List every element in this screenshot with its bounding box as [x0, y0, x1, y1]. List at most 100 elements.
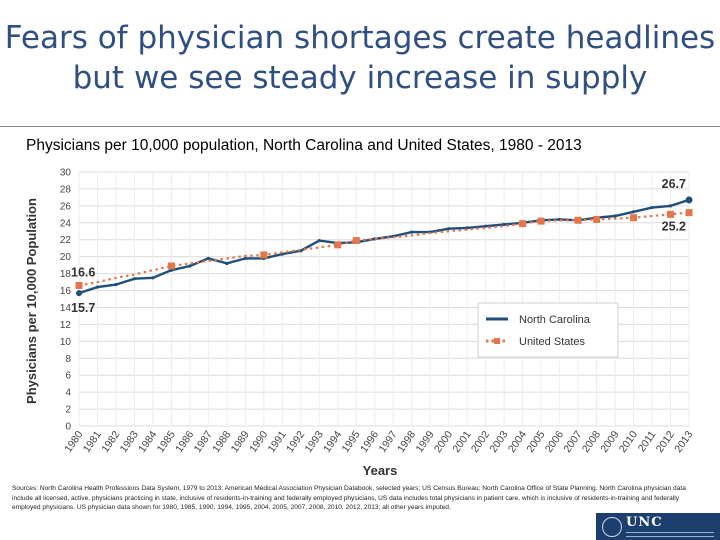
x-tick-label: 1984: [136, 429, 159, 455]
y-tick-label: 2: [65, 405, 71, 416]
y-tick-label: 28: [60, 184, 72, 195]
logo-rule-2: [626, 536, 714, 537]
nc-point: [206, 256, 210, 260]
x-tick-label: 1980: [62, 429, 85, 455]
unc-logo: UNC: [596, 513, 720, 540]
series-line-north-carolina: [78, 198, 690, 295]
us-marker: [519, 220, 527, 228]
logo-text: UNC: [626, 515, 663, 530]
us-marker: [685, 209, 693, 217]
nc-point: [114, 283, 118, 287]
nc-start-point: [76, 290, 82, 297]
y-tick-label: 6: [65, 371, 71, 382]
chart-grid: [78, 171, 690, 427]
data-label: 26.7: [662, 177, 686, 191]
chart-annotations: 16.6 15.7 26.7 25.2: [71, 177, 686, 315]
x-tick-label: 2003: [487, 429, 510, 455]
data-label: 15.7: [71, 301, 95, 315]
x-tick-label: 2011: [636, 429, 659, 455]
us-marker: [574, 216, 582, 224]
nc-point: [225, 261, 229, 266]
logo-rule-1: [626, 532, 714, 533]
us-marker: [593, 215, 601, 223]
x-tick-label: 1999: [413, 429, 436, 455]
data-label: 16.6: [71, 265, 95, 279]
us-marker: [630, 214, 638, 222]
y-tick-label: 20: [60, 252, 72, 263]
nc-point: [188, 264, 192, 268]
title-line-2: but we see steady increase in supply: [72, 60, 648, 96]
nc-point: [484, 224, 488, 228]
legend-us-label: United States: [519, 336, 586, 348]
us-marker: [167, 262, 175, 270]
x-tick-label: 1992: [284, 429, 307, 455]
y-tick-label: 8: [65, 354, 71, 365]
x-tick-label: 2009: [598, 429, 621, 455]
nc-point: [95, 285, 100, 289]
x-tick-label: 1986: [173, 429, 196, 455]
y-tick-label: 18: [60, 269, 72, 280]
x-axis-label: Years: [363, 463, 398, 478]
nc-point: [151, 276, 155, 280]
x-tick-label: 1981: [81, 429, 104, 455]
nc-point: [243, 256, 247, 260]
x-tick-label: 1994: [321, 429, 344, 455]
y-tick-label: 24: [60, 218, 72, 229]
x-axis-ticks: 1980198119821983198419851986198719881989…: [62, 429, 695, 455]
nc-point: [502, 222, 506, 227]
nc-point: [650, 205, 654, 210]
y-tick-label: 12: [60, 320, 72, 331]
x-tick-label: 1998: [395, 429, 418, 455]
x-tick-label: 2012: [654, 429, 677, 455]
x-tick-label: 1987: [192, 429, 215, 455]
y-axis-label: Physicians per 10,000 Population: [24, 198, 39, 404]
y-tick-label: 4: [65, 388, 71, 399]
x-tick-label: 1983: [118, 429, 141, 455]
x-tick-label: 2006: [543, 429, 566, 455]
x-tick-label: 2010: [617, 429, 640, 455]
series-line-united-states: [78, 211, 690, 287]
x-tick-label: 1988: [210, 429, 233, 455]
us-marker: [667, 210, 675, 218]
x-tick-label: 1991: [266, 429, 289, 455]
legend-box: [477, 302, 619, 358]
nc-point: [613, 214, 617, 218]
x-tick-label: 2013: [672, 429, 695, 455]
x-tick-label: 1989: [229, 429, 252, 455]
chart-legend: North Carolina United States: [477, 302, 619, 358]
nc-point: [668, 204, 673, 208]
us-marker: [537, 217, 545, 225]
nc-point: [447, 227, 451, 231]
us-marker: [260, 251, 268, 259]
legend-us-marker: [494, 338, 500, 344]
page-title: Fears of physician shortages create head…: [0, 18, 720, 98]
nc-point: [317, 238, 321, 243]
nc-end-point: [685, 196, 693, 204]
chart-series: [75, 196, 693, 297]
x-tick-label: 1995: [340, 429, 363, 455]
x-tick-label: 1997: [376, 429, 399, 455]
sources-note: Sources: North Carolina Health Professio…: [12, 485, 686, 512]
title-line-1: Fears of physician shortages create head…: [4, 20, 716, 56]
us-marker: [334, 241, 342, 249]
y-tick-label: 0: [65, 422, 71, 433]
y-tick-label: 10: [60, 337, 72, 348]
us-marker: [352, 237, 360, 245]
legend-nc-label: North Carolina: [519, 314, 591, 326]
nc-point: [132, 277, 137, 281]
y-tick-label: 30: [60, 168, 72, 179]
x-tick-label: 2002: [469, 429, 492, 455]
chart-subtitle: Physicians per 10,000 population, North …: [26, 137, 582, 154]
x-tick-label: 1990: [247, 429, 270, 455]
x-tick-label: 2000: [432, 429, 455, 455]
nc-point: [631, 210, 636, 214]
x-tick-label: 2005: [524, 429, 547, 455]
x-tick-label: 2008: [580, 429, 603, 455]
x-tick-label: 1982: [99, 429, 122, 455]
y-tick-label: 16: [60, 286, 72, 297]
seal-icon: [602, 517, 622, 537]
x-tick-label: 1985: [155, 429, 178, 455]
x-tick-label: 2001: [450, 429, 473, 455]
